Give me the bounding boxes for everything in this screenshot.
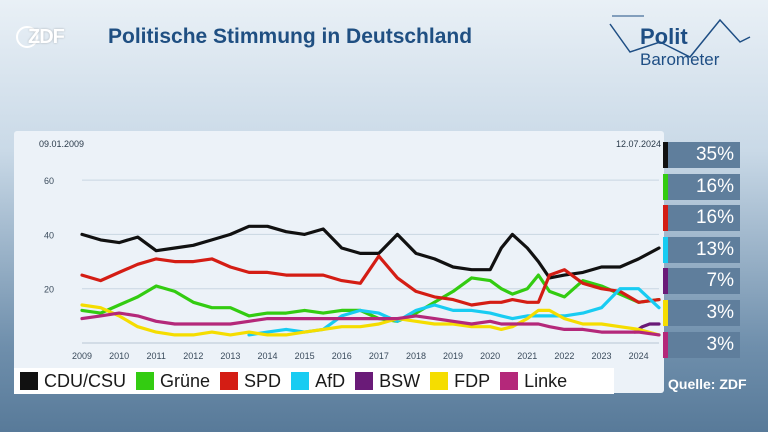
legend-label-bsw: BSW [379,370,421,391]
legend-label-afd: AfD [315,370,346,391]
series-line-cdu-csu [80,224,661,280]
politbarometer-logo-line1: Polit [640,24,688,49]
series-line-spd [80,254,661,307]
legend-swatch-gruene [136,372,155,390]
result-value-gruene: 16% [668,173,740,200]
result-value-afd: 13% [668,236,740,263]
legend-label-gruene: Grüne [160,370,211,391]
x-tick-label-2021: 2021 [517,351,537,361]
result-value-cdu-csu: 35% [668,142,740,168]
x-tick-label-2012: 2012 [183,351,203,361]
result-value-spd: 16% [668,205,740,232]
legend-item-cdu-csu: CDU/CSU [20,371,126,392]
legend-item-spd: SPD [220,371,281,392]
result-row-fdp: 3% [660,299,760,326]
result-row-cdu-csu: 35% [660,142,760,168]
start-date-label: 09.01.2009 [39,139,84,149]
x-tick-label-2024: 2024 [629,351,649,361]
result-value-fdp: 3% [668,299,740,326]
politbarometer-logo-line2: Barometer [640,50,720,69]
legend-label-linke: Linke [524,370,568,391]
result-row-bsw: 7% [660,268,760,295]
legend-swatch-fdp [430,372,449,390]
legend-item-fdp: FDP [430,371,490,392]
series-line-fdp [80,303,661,337]
chart-legend: CDU/CSU Grüne SPD AfD BSW FDP Linke [14,368,614,394]
legend-swatch-afd [291,372,310,390]
x-tick-label-2014: 2014 [258,351,278,361]
result-value-bsw: 7% [668,268,740,295]
zdf-logo-circle-icon [16,26,38,48]
source-label: Quelle: ZDF [668,376,747,392]
politbarometer-logo-graphic [609,15,751,58]
result-row-linke: 3% [660,331,760,358]
x-tick-label-2018: 2018 [406,351,426,361]
x-tick-label-2020: 2020 [480,351,500,361]
x-tick-label-2019: 2019 [443,351,463,361]
result-row-afd: 13% [660,236,760,263]
result-row-spd: 16% [660,205,760,232]
end-date-label: 12.07.2024 [616,139,661,149]
result-stripe-cdu-csu [663,142,668,168]
x-tick-label-2010: 2010 [109,351,129,361]
legend-label-cdu-csu: CDU/CSU [44,370,127,391]
line-chart: 20 40 60 2009 2010 2011 2012 2013 2014 2015 2016 20… [39,139,661,361]
page-title: Politische Stimmung in Deutschland [108,25,473,48]
result-row-gruene: 16% [660,173,760,200]
zdf-logo-text: ZDF [28,26,65,48]
y-tick-label-20: 20 [44,285,54,295]
legend-label-fdp: FDP [454,370,491,391]
politbarometer-logo: Polit Barometer [600,12,760,82]
legend-swatch-bsw [355,372,374,390]
result-stripe-fdp [663,299,668,326]
series-line-linke [80,311,661,337]
legend-label-spd: SPD [244,370,282,391]
zdf-logo: ZDF [16,25,76,51]
x-tick-label-2022: 2022 [554,351,574,361]
x-tick-label-2016: 2016 [332,351,352,361]
x-tick-label-2009: 2009 [72,351,92,361]
result-stripe-gruene [663,173,668,200]
result-stripe-linke [663,331,668,358]
x-tick-label-2013: 2013 [220,351,240,361]
result-stripe-afd [663,236,668,263]
legend-item-linke: Linke [500,371,567,392]
y-tick-label-60: 60 [44,176,54,186]
x-tick-label-2023: 2023 [591,351,611,361]
x-tick-label-2015: 2015 [295,351,315,361]
result-stripe-bsw [663,268,668,295]
current-results: 35% 16% 16% 13% 7% 3% 3% [660,142,760,363]
legend-item-bsw: BSW [355,371,420,392]
result-value-linke: 3% [668,331,740,358]
legend-swatch-linke [500,372,519,390]
result-stripe-spd [663,205,668,232]
chart-panel: 20 40 60 2009 2010 2011 2012 2013 2014 2015 2016 20… [14,131,664,393]
legend-item-afd: AfD [291,371,345,392]
x-tick-label-2011: 2011 [147,351,166,361]
legend-swatch-cdu-csu [20,372,38,390]
header: ZDF Politische Stimmung in Deutschland P… [0,0,768,120]
legend-item-gruene: Grüne [136,371,210,392]
x-tick-label-2017: 2017 [369,351,389,361]
y-tick-label-40: 40 [44,230,54,240]
legend-swatch-spd [220,372,239,390]
